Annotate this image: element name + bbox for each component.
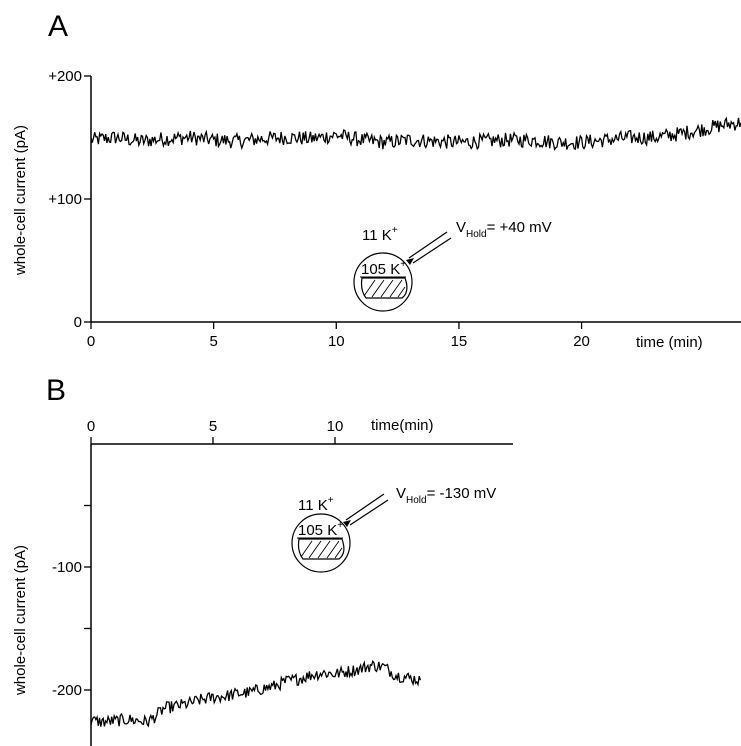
panel-a-y-tick-label: +200 — [48, 68, 82, 85]
panel-a-nucleus — [360, 277, 408, 299]
panel-b-pipette — [345, 493, 389, 526]
panel-a-cell-label: 105 K+ — [361, 259, 406, 278]
panel-b-y-axis-label: whole-cell current (pA) — [12, 545, 29, 696]
panel-a-chart: 0 5 10 15 20 0 +100 +200 time (min) whole-cell… — [12, 68, 741, 351]
panel-b-x-tick-label: 10 — [327, 418, 344, 435]
panel-b-holding-voltage: VHold= -130 mV — [396, 485, 496, 506]
panel-a-pipette-tip — [406, 258, 414, 265]
panel-a-holding-voltage: VHold= +40 mV — [456, 219, 552, 240]
panel-a-x-tick-label: 10 — [328, 333, 345, 350]
panel-b-cell-inset: 11 K+ 105 K+ VHold= -130 mV — [291, 485, 496, 573]
panel-a-bath-label: 11 K+ — [362, 225, 398, 244]
panel-a-x-tick-label: 20 — [573, 333, 590, 350]
panel-b-bath-label: 11 K+ — [298, 495, 334, 514]
panel-a-cell-circle — [353, 252, 413, 312]
panel-b-y-tick-label: -200 — [52, 682, 82, 699]
panel-b-cell-label: 105 K+ — [298, 520, 343, 539]
panel-b-y-tick-label: -100 — [52, 559, 82, 576]
panel-a-cell-inset: 11 K+ 105 K+ VHold= +40 mV — [353, 219, 552, 312]
panel-a-x-axis-label: time (min) — [636, 334, 703, 351]
panel-a-letter: A — [48, 10, 68, 43]
panel-b-x-tick-label: 5 — [209, 418, 217, 435]
panel-b-nucleus-hatch — [300, 540, 343, 559]
panel-a-pipette — [408, 231, 452, 264]
panel-a-y-tick-label: +100 — [48, 191, 82, 208]
panel-a-x-tick-label: 15 — [451, 333, 468, 350]
panel-b-nucleus — [297, 538, 345, 560]
panel-a-x-tick-label: 0 — [87, 333, 95, 350]
panel-b-chart: 0 5 10 -100 -200 time(min) whole-cell curre… — [12, 417, 513, 746]
panel-a-nucleus-hatch — [363, 279, 406, 298]
panel-a-x-tick-label: 5 — [209, 333, 217, 350]
panel-a-y-axis-label: whole-cell current (pA) — [12, 125, 29, 276]
panel-b-x-tick-label: 0 — [87, 418, 95, 435]
panel-a-y-tick-label: 0 — [74, 314, 82, 331]
panel-b-x-axis-label: time(min) — [371, 417, 434, 434]
panel-b-current-trace — [90, 659, 422, 728]
panel-b-pipette-tip — [343, 520, 351, 527]
panel-a-current-trace — [90, 116, 741, 152]
panel-b-cell-circle — [291, 513, 351, 573]
panel-b-letter: B — [46, 374, 66, 407]
